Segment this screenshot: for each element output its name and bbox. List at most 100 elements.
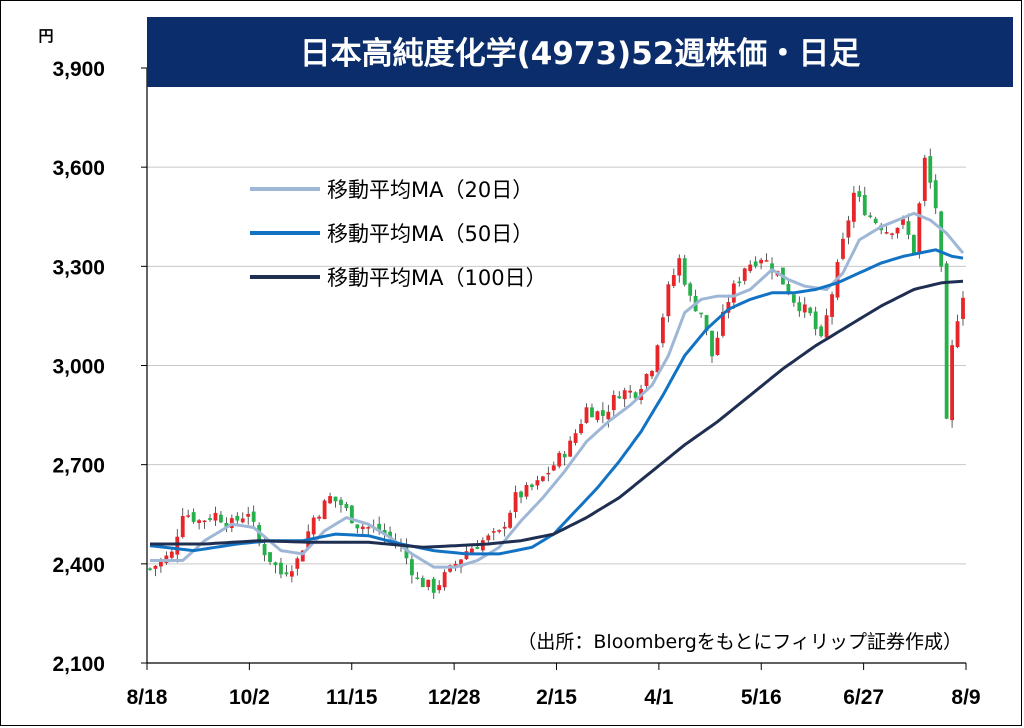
candle-down bbox=[377, 523, 382, 532]
candle-down bbox=[224, 522, 229, 527]
candle-down bbox=[797, 302, 802, 312]
x-tick-label: 8/9 bbox=[951, 686, 980, 709]
candle-down bbox=[409, 559, 414, 576]
x-tick-label: 11/15 bbox=[326, 686, 378, 709]
y-tick-label: 2,700 bbox=[52, 455, 105, 478]
candle-up bbox=[961, 297, 965, 319]
candle-up bbox=[442, 572, 447, 588]
candle-up bbox=[677, 258, 682, 276]
candle-up bbox=[300, 550, 305, 562]
candle-down bbox=[933, 180, 938, 209]
candle-down bbox=[333, 496, 338, 502]
candle-up bbox=[884, 232, 889, 234]
candle-down bbox=[388, 531, 392, 539]
legend-label: 移動平均MA（100日） bbox=[327, 266, 547, 290]
candle-up bbox=[213, 512, 218, 521]
candle-down bbox=[251, 511, 256, 522]
candle-down bbox=[284, 572, 289, 575]
candle-down bbox=[939, 211, 944, 267]
candle-down bbox=[944, 263, 949, 419]
candle-up bbox=[169, 551, 174, 558]
candle-up bbox=[611, 395, 616, 411]
candle-down bbox=[688, 283, 693, 296]
candle-down bbox=[415, 577, 420, 580]
candle-up bbox=[295, 558, 300, 569]
y-unit-label: 円 bbox=[38, 27, 53, 45]
moving-average-lines bbox=[149, 211, 965, 569]
chart-title: 日本高純度化学(4973)52週株価・日足 bbox=[300, 36, 861, 72]
candle-up bbox=[524, 485, 529, 497]
candle-up bbox=[644, 373, 649, 387]
candle-down bbox=[911, 234, 916, 254]
candle-up bbox=[901, 218, 905, 225]
candle-down bbox=[819, 326, 824, 337]
candle-up bbox=[551, 465, 556, 471]
candle-down bbox=[633, 392, 638, 399]
ma20-line bbox=[150, 211, 965, 569]
candle-down bbox=[699, 312, 704, 315]
candle-up bbox=[721, 311, 725, 336]
candle-up bbox=[731, 283, 736, 303]
candle-up bbox=[841, 238, 845, 259]
x-tick-label: 2/15 bbox=[536, 686, 577, 709]
candle-up bbox=[186, 515, 191, 517]
candle-up bbox=[497, 530, 502, 532]
ma50-line bbox=[149, 248, 964, 556]
candle-down bbox=[873, 218, 878, 224]
x-tick-label: 10/2 bbox=[229, 686, 270, 709]
ma100-line bbox=[150, 279, 964, 549]
candle-up bbox=[202, 520, 207, 523]
y-axis: 2,100 2,400 2,700 3,000 3,300 3,600 3,900 bbox=[52, 58, 148, 676]
candle-up bbox=[535, 480, 540, 486]
candle-up bbox=[802, 304, 807, 313]
candle-up bbox=[486, 535, 491, 541]
candle-up bbox=[240, 518, 245, 523]
candle-up bbox=[426, 579, 431, 587]
candle-down bbox=[349, 505, 354, 524]
candle-up bbox=[764, 260, 769, 262]
candle-down bbox=[420, 578, 425, 588]
candle-up bbox=[955, 321, 960, 348]
candle-down bbox=[191, 512, 196, 522]
legend-label: 移動平均MA（50日） bbox=[327, 222, 533, 246]
candle-up bbox=[742, 268, 747, 281]
candle-down bbox=[753, 261, 758, 267]
candle-up bbox=[851, 192, 856, 222]
y-tick-label: 3,000 bbox=[52, 356, 105, 379]
x-tick-label: 12/28 bbox=[428, 686, 481, 709]
candle-up bbox=[159, 560, 163, 567]
y-tick-label: 2,100 bbox=[52, 653, 105, 676]
candle-down bbox=[906, 221, 911, 235]
y-tick-label: 2,400 bbox=[52, 554, 105, 577]
candle-down bbox=[682, 258, 687, 285]
candle-down bbox=[928, 156, 933, 183]
candle-up bbox=[197, 520, 202, 524]
candle-up bbox=[322, 500, 327, 520]
candle-down bbox=[273, 562, 278, 566]
candle-up bbox=[502, 526, 507, 529]
candle-up bbox=[470, 548, 474, 554]
candle-up bbox=[759, 259, 764, 264]
candle-up bbox=[546, 472, 551, 475]
x-tick-label: 4/1 bbox=[644, 686, 674, 709]
candle-up bbox=[311, 517, 316, 535]
legend-label: 移動平均MA（20日） bbox=[327, 178, 533, 202]
candle-up bbox=[153, 565, 158, 569]
candle-up bbox=[360, 526, 365, 530]
candle-up bbox=[180, 515, 185, 538]
candle-up bbox=[922, 157, 927, 201]
candle-up bbox=[715, 337, 720, 356]
candle-down bbox=[737, 281, 742, 284]
candle-up bbox=[366, 527, 371, 529]
candle-down bbox=[562, 453, 567, 458]
y-tick-label: 3,300 bbox=[52, 256, 105, 279]
candle-up bbox=[606, 411, 611, 420]
candle-down bbox=[148, 568, 152, 570]
candle-up bbox=[950, 345, 954, 421]
candle-up bbox=[437, 585, 442, 591]
x-axis: 8/18 10/2 11/15 12/28 2/15 4/1 5/16 6/27 8/9 bbox=[127, 662, 981, 709]
candle-up bbox=[655, 345, 660, 373]
candle-up bbox=[557, 452, 562, 467]
candle-up bbox=[671, 275, 676, 286]
